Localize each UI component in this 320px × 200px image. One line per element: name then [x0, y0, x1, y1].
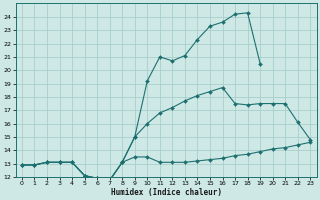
X-axis label: Humidex (Indice chaleur): Humidex (Indice chaleur): [111, 188, 221, 197]
